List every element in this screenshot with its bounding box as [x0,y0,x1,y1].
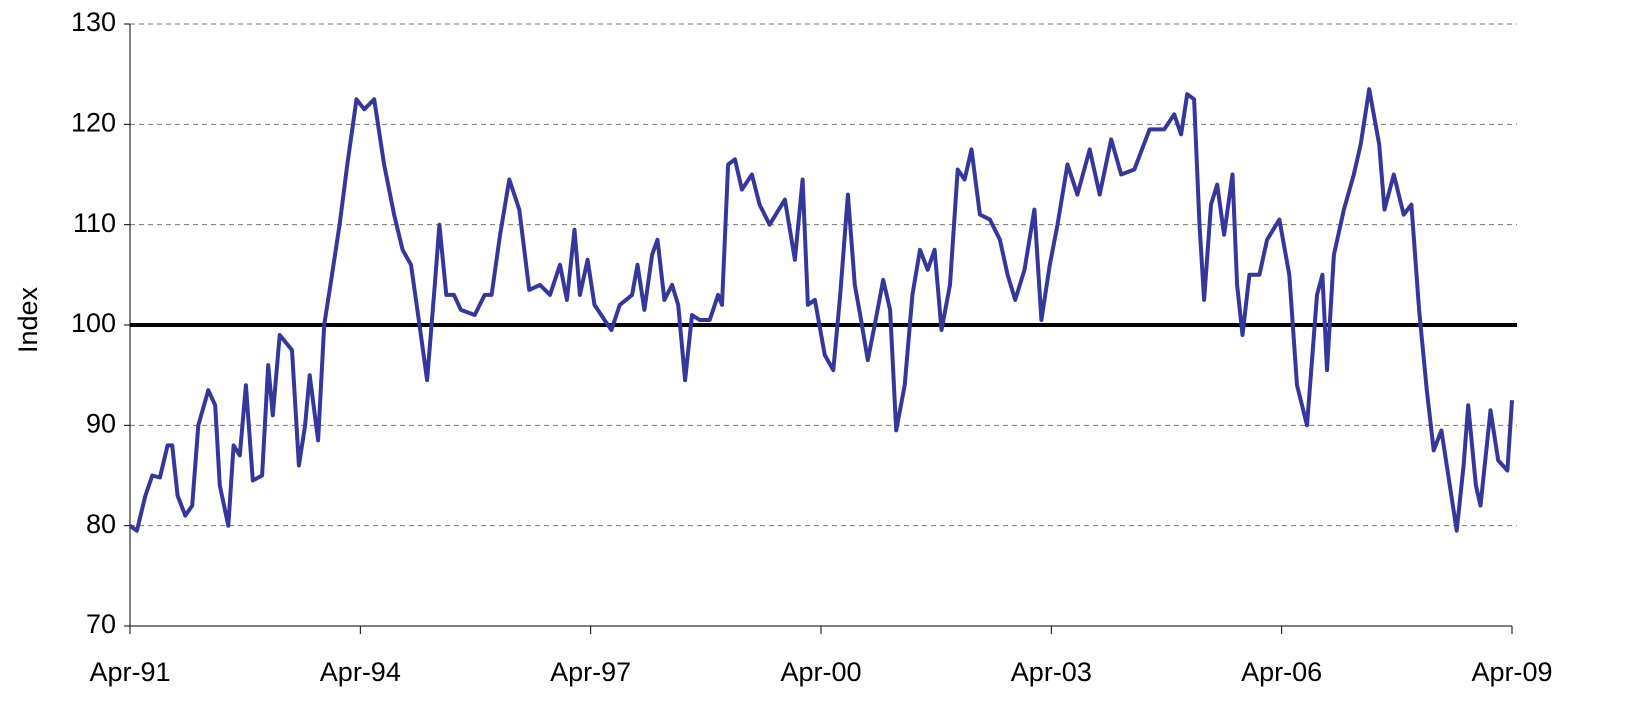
y-tick-label: 130 [71,7,116,37]
y-tick-label: 80 [86,509,116,539]
y-tick-label: 120 [71,107,116,137]
x-tick-label: Apr-00 [780,657,861,687]
y-tick-label: 90 [86,408,116,438]
x-tick-label: Apr-03 [1011,657,1092,687]
x-tick-label: Apr-06 [1241,657,1322,687]
x-tick-label: Apr-91 [89,657,170,687]
x-tick-label: Apr-97 [550,657,631,687]
y-tick-label: 110 [73,208,116,238]
y-axis-label: Index [13,286,43,353]
x-tick-label: Apr-09 [1471,657,1552,687]
y-tick-label: 100 [71,308,116,338]
data-line [128,87,1514,533]
x-tick-label: Apr-94 [320,657,401,687]
y-tick-label: 70 [86,609,116,639]
